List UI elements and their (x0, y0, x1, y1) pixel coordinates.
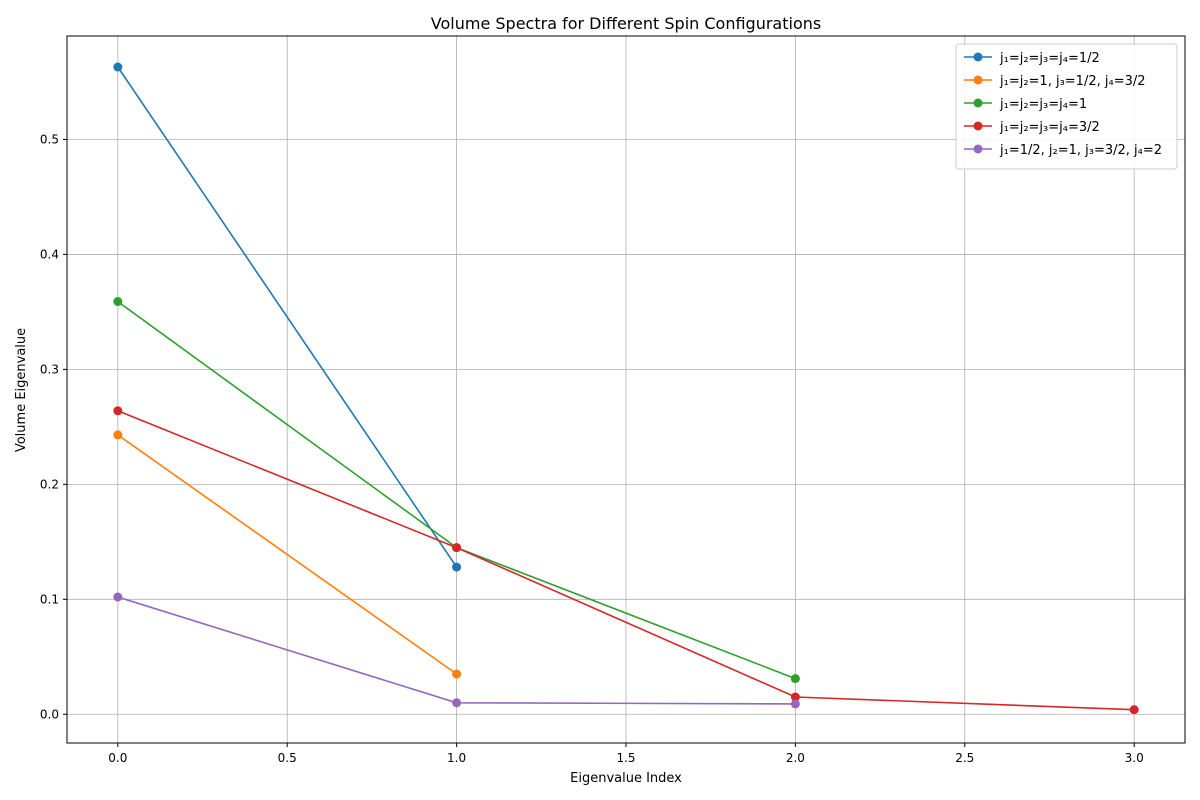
data-point (113, 297, 123, 307)
legend-box (955, 43, 1178, 170)
data-point (452, 669, 462, 679)
data-point (113, 430, 123, 440)
legend-marker (973, 75, 983, 85)
legend-marker (973, 98, 983, 108)
legend-entry: j₁=j₂=1, j₃=1/2, j₄=3/2 (964, 74, 1146, 89)
x-tick-label: 0.0 (108, 751, 127, 765)
data-point (790, 674, 800, 684)
legend-label: j₁=j₂=j₃=j₄=1/2 (999, 51, 1100, 66)
series-5 (113, 592, 800, 709)
legend-marker (973, 52, 983, 62)
data-point (113, 406, 123, 416)
x-tick-label: 1.0 (447, 751, 466, 765)
y-tick-label: 0.4 (40, 247, 59, 261)
x-axis-label: Eigenvalue Index (570, 771, 682, 786)
x-tick-label: 1.5 (616, 751, 635, 765)
x-tick-label: 3.0 (1125, 751, 1144, 765)
series-4 (113, 406, 1139, 715)
legend-entry: j₁=j₂=j₃=j₄=3/2 (964, 120, 1100, 135)
series-line (117, 410, 1135, 711)
data-point (452, 562, 462, 572)
data-point (452, 698, 462, 708)
series-layer (113, 62, 1139, 715)
data-point (452, 543, 462, 553)
y-tick-label: 0.3 (40, 362, 59, 376)
x-axis: 0.0 0.5 1.0 1.5 2.0 2.5 3.0 (108, 743, 1144, 765)
x-tick-label: 0.5 (278, 751, 297, 765)
data-point (1129, 705, 1139, 715)
legend-label: j₁=j₂=j₃=j₄=3/2 (999, 120, 1100, 135)
legend-marker (973, 144, 983, 154)
data-point (113, 62, 123, 72)
legend-marker (973, 121, 983, 131)
legend-label: j₁=j₂=1, j₃=1/2, j₄=3/2 (999, 74, 1146, 89)
y-tick-label: 0.5 (40, 132, 59, 146)
data-point (790, 699, 800, 709)
x-tick-label: 2.0 (786, 751, 805, 765)
y-tick-label: 0.0 (40, 707, 59, 721)
y-axis: 0.0 0.1 0.2 0.3 0.4 0.5 (40, 132, 67, 721)
grid-lines (67, 36, 1185, 743)
legend: j₁=j₂=j₃=j₄=1/2 j₁=j₂=1, j₃=1/2, j₄=3/2 j₁… (955, 43, 1178, 170)
series-1 (113, 62, 462, 572)
legend-label: j₁=1/2, j₂=1, j₃=3/2, j₄=2 (999, 143, 1162, 158)
y-tick-label: 0.2 (40, 477, 59, 491)
legend-entry: j₁=1/2, j₂=1, j₃=3/2, j₄=2 (964, 143, 1162, 158)
data-point (113, 592, 123, 602)
series-line (117, 434, 458, 675)
series-2 (113, 430, 462, 679)
y-axis-label: Volume Eigenvalue (14, 328, 29, 452)
chart-title: Volume Spectra for Different Spin Config… (431, 14, 821, 33)
legend-label: j₁=j₂=j₃=j₄=1 (999, 97, 1087, 112)
legend-entry: j₁=j₂=j₃=j₄=1/2 (964, 51, 1100, 66)
legend-entry: j₁=j₂=j₃=j₄=1 (964, 97, 1087, 112)
y-tick-label: 0.1 (40, 592, 59, 606)
x-tick-label: 2.5 (955, 751, 974, 765)
series-line (117, 66, 458, 568)
data-point (790, 692, 800, 702)
